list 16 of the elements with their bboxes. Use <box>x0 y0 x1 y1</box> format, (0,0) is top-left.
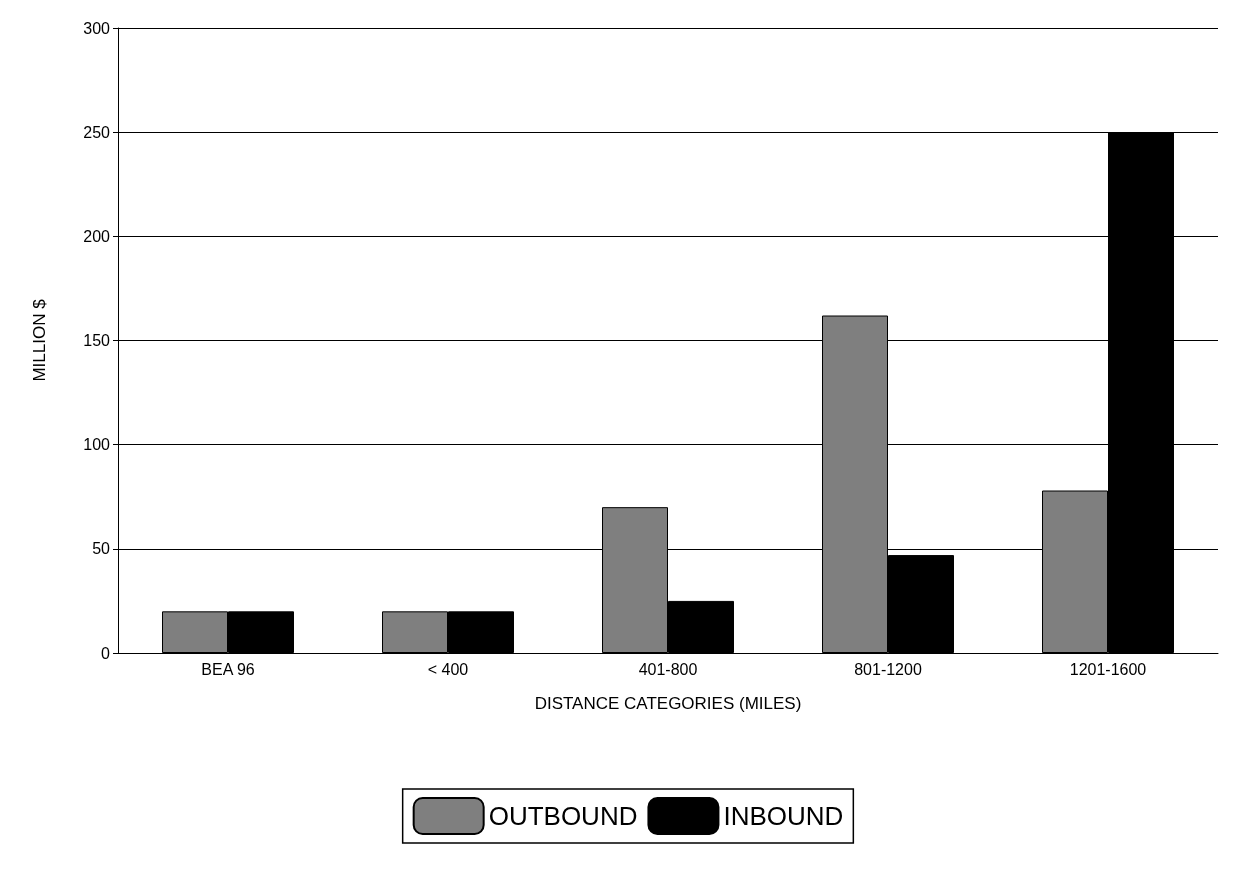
x-tick-label: BEA 96 <box>201 660 255 678</box>
x-tick-label: 401-800 <box>638 660 698 678</box>
y-axis-title: MILLION $ <box>30 298 49 382</box>
legend-label: OUTBOUND <box>488 801 638 831</box>
y-tick-label: 300 <box>83 19 111 37</box>
x-tick-label: 1201-1600 <box>1069 660 1147 678</box>
y-tick-label: 200 <box>83 227 111 245</box>
y-tick-label: 0 <box>101 644 111 662</box>
y-tick-label: 150 <box>83 332 111 349</box>
x-tick-label: < 400 <box>427 660 469 678</box>
x-tick-label: 801-1200 <box>854 660 922 678</box>
x-axis-title: DISTANCE CATEGORIES (MILES) <box>534 694 802 713</box>
y-tick-label: 100 <box>83 436 111 454</box>
legend-label: INBOUND <box>723 801 844 831</box>
y-tick-label: 250 <box>83 123 111 141</box>
y-tick-label: 50 <box>92 540 111 558</box>
